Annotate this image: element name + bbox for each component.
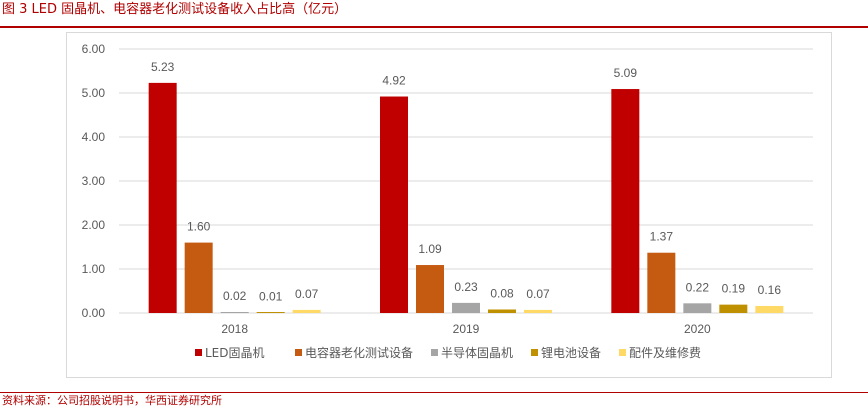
- y-tick-label: 2.00: [82, 218, 106, 232]
- footer-rule: [0, 392, 868, 393]
- legend-label: 半导体固晶机: [441, 346, 513, 360]
- bar: [416, 265, 444, 313]
- x-tick-label: 2018: [221, 322, 248, 336]
- bar: [256, 312, 285, 313]
- bar: [488, 309, 516, 313]
- data-label: 0.07: [295, 287, 319, 301]
- legend-label: LED固晶机: [205, 346, 265, 360]
- data-label: 0.22: [686, 280, 710, 294]
- y-tick-label: 6.00: [82, 42, 106, 56]
- bar: [380, 96, 408, 313]
- figure-title: 图 3 LED 固晶机、电容器老化测试设备收入占比高（亿元）: [2, 2, 348, 17]
- bar-chart: 0.00 1.00 2.00 3.00 4.00 5.00 6.00 5.23 1.60 0.02…: [82, 42, 813, 360]
- bar: [611, 89, 640, 313]
- data-label: 0.07: [526, 287, 550, 301]
- y-tick-label: 1.00: [82, 262, 106, 276]
- data-label: 0.01: [259, 290, 283, 304]
- bar: [719, 304, 748, 313]
- bar: [184, 242, 213, 313]
- legend-label: 电容器老化测试设备: [305, 345, 413, 360]
- bar: [220, 312, 249, 313]
- title-rule: [0, 26, 868, 28]
- data-label: 1.09: [418, 242, 442, 256]
- bar: [755, 305, 784, 313]
- y-tick-label: 0.00: [82, 306, 106, 320]
- bar: [683, 303, 712, 313]
- legend-swatch: [531, 349, 538, 356]
- y-tick-label: 3.00: [82, 174, 106, 188]
- data-label: 4.92: [382, 74, 406, 88]
- legend-swatch: [431, 349, 438, 356]
- data-label: 0.23: [454, 280, 478, 294]
- x-tick-label: 2020: [684, 322, 711, 336]
- y-tick-label: 4.00: [82, 130, 106, 144]
- data-label: 0.16: [758, 283, 782, 297]
- chart-panel: 0.00 1.00 2.00 3.00 4.00 5.00 6.00 5.23 1.60 0.02…: [66, 32, 832, 378]
- bar: [148, 82, 177, 313]
- data-label: 5.23: [151, 60, 175, 74]
- y-tick-label: 5.00: [82, 86, 106, 100]
- legend-swatch: [619, 349, 626, 356]
- data-label: 0.08: [490, 286, 514, 300]
- x-tick-label: 2019: [453, 322, 480, 336]
- legend-swatch: [195, 349, 202, 356]
- legend-swatch: [295, 349, 302, 356]
- legend-label: 锂电池设备: [541, 345, 601, 360]
- bar: [292, 309, 321, 313]
- bar: [647, 252, 676, 313]
- data-label: 0.19: [722, 282, 746, 296]
- bar: [452, 302, 480, 313]
- legend-label: 配件及维修费: [629, 345, 701, 360]
- data-label: 0.02: [223, 289, 247, 303]
- data-label: 5.09: [614, 66, 638, 80]
- data-label: 1.37: [650, 230, 674, 244]
- data-label: 1.60: [187, 220, 211, 234]
- source-note: 资料来源：公司招股说明书，华西证券研究所: [2, 394, 222, 407]
- bar: [524, 309, 552, 313]
